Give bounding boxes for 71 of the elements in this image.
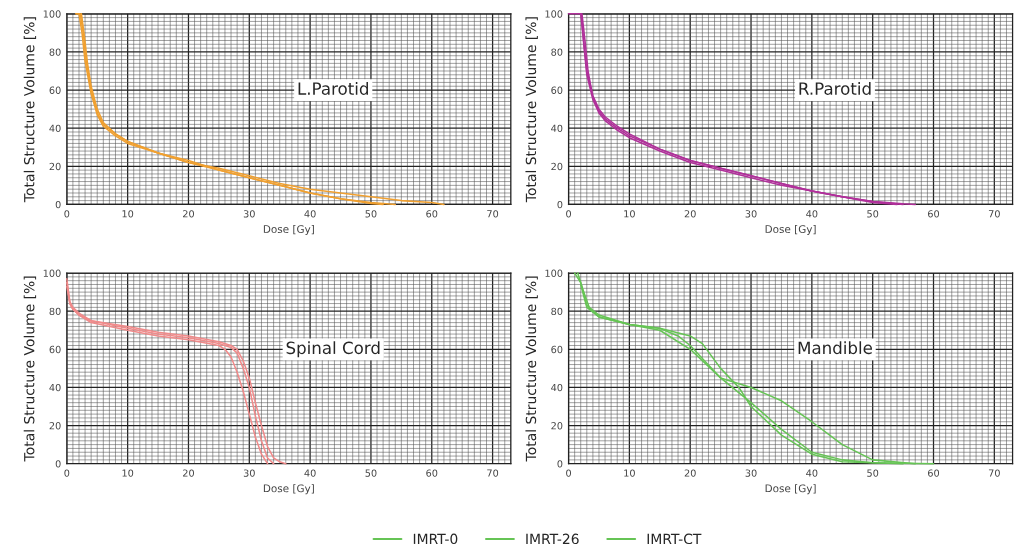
x-tick-label: 20: [183, 469, 195, 477]
legend-label: IMRT-26: [526, 533, 579, 545]
legend-label: IMRT-CT: [647, 533, 702, 545]
y-axis-title: Total Structure Volume [%]: [525, 276, 538, 462]
x-tick-label: 70: [487, 210, 499, 218]
x-tick-label: 40: [806, 210, 818, 218]
annotation: L.Parotid: [298, 81, 368, 95]
x-tick-label: 40: [304, 469, 316, 477]
x-tick-label: 70: [487, 469, 499, 477]
x-tick-label: 0: [64, 210, 70, 218]
x-tick-label: 10: [624, 469, 635, 477]
x-tick-label: 10: [122, 210, 134, 218]
legend-label: IMRT-0: [413, 533, 458, 545]
x-tick-label: 30: [745, 210, 757, 218]
y-tick-label: 20: [551, 422, 563, 430]
x-axis-title: Dose [Gy]: [765, 224, 816, 236]
y-tick-label: 100: [545, 10, 563, 18]
x-tick-label: 40: [304, 210, 316, 218]
x-tick-label: 0: [64, 469, 70, 477]
annotation: R.Parotid: [799, 81, 871, 95]
y-tick-label: 40: [551, 383, 563, 392]
x-tick-label: 20: [684, 210, 696, 218]
x-tick-label: 40: [806, 469, 818, 477]
y-tick-label: 100: [545, 269, 563, 277]
x-tick-label: 50: [365, 469, 377, 477]
y-tick-label: 40: [49, 383, 61, 392]
y-axis-title: Total Structure Volume [%]: [525, 17, 538, 203]
y-axis-title: Total Structure Volume [%]: [23, 276, 37, 462]
annotation: Spinal Cord: [286, 341, 380, 358]
y-tick-label: 0: [55, 200, 61, 209]
y-tick-label: 40: [551, 124, 563, 133]
y-tick-label: 80: [551, 48, 563, 56]
x-axis-title: Dose [Gy]: [263, 224, 314, 236]
y-tick-label: 20: [551, 162, 563, 171]
x-tick-label: 10: [624, 210, 635, 218]
x-tick-label: 0: [566, 210, 572, 218]
x-axis-title: Dose [Gy]: [263, 484, 314, 495]
y-tick-label: 80: [49, 48, 61, 56]
x-tick-label: 50: [867, 210, 879, 218]
x-tick-label: 50: [867, 469, 879, 477]
x-tick-label: 70: [988, 469, 1000, 477]
y-tick-label: 60: [551, 86, 563, 94]
y-tick-label: 0: [557, 460, 563, 468]
x-tick-label: 30: [243, 469, 255, 477]
y-tick-label: 100: [43, 10, 61, 18]
y-tick-label: 80: [49, 307, 61, 316]
y-tick-label: 0: [55, 460, 61, 468]
y-tick-label: 100: [43, 269, 61, 277]
x-tick-label: 50: [365, 210, 377, 218]
annotation: Mandible: [798, 341, 872, 355]
y-tick-label: 20: [49, 422, 61, 430]
x-tick-label: 30: [243, 210, 255, 218]
x-tick-label: 0: [566, 469, 572, 477]
x-tick-label: 30: [745, 469, 757, 477]
x-tick-label: 10: [122, 469, 134, 477]
y-tick-label: 0: [557, 200, 563, 209]
y-tick-label: 40: [49, 124, 61, 133]
x-tick-label: 70: [988, 210, 1000, 218]
y-tick-label: 60: [49, 345, 61, 354]
y-tick-label: 20: [49, 162, 61, 171]
x-tick-label: 60: [426, 210, 438, 218]
x-axis-title: Dose [Gy]: [765, 484, 816, 495]
y-tick-label: 80: [551, 307, 563, 316]
x-tick-label: 60: [928, 210, 940, 218]
y-tick-label: 60: [551, 345, 563, 354]
y-axis-title: Total Structure Volume [%]: [23, 17, 37, 203]
x-tick-label: 20: [183, 210, 195, 218]
x-tick-label: 20: [684, 469, 696, 477]
y-tick-label: 60: [49, 86, 61, 94]
x-tick-label: 60: [928, 469, 940, 477]
x-tick-label: 60: [426, 469, 438, 477]
